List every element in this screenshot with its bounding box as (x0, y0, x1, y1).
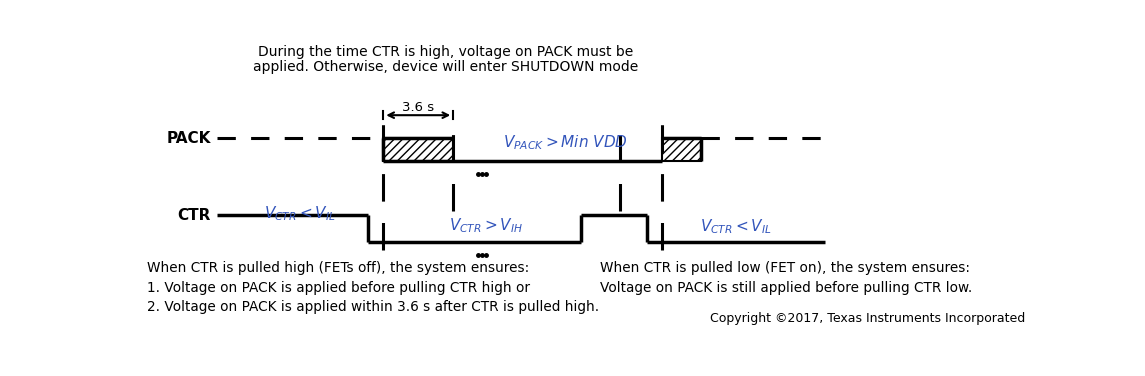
Bar (384, 138, 453, 161)
Text: $V_{CTR} < V_{IL}$: $V_{CTR} < V_{IL}$ (264, 204, 335, 223)
Text: 3.6 s: 3.6 s (402, 101, 434, 114)
Text: PACK: PACK (166, 131, 211, 146)
Text: When CTR is pulled high (FETs off), the system ensures:
1. Voltage on PACK is ap: When CTR is pulled high (FETs off), the … (147, 261, 599, 314)
Text: $V_{PACK} > Min$ $VDD$: $V_{PACK} > Min$ $VDD$ (503, 133, 627, 152)
Text: applied. Otherwise, device will enter SHUTDOWN mode: applied. Otherwise, device will enter SH… (253, 60, 638, 74)
Text: When CTR is pulled low (FET on), the system ensures:
Voltage on PACK is still ap: When CTR is pulled low (FET on), the sys… (600, 261, 972, 295)
Bar (662, 138, 701, 161)
Text: Copyright ©2017, Texas Instruments Incorporated: Copyright ©2017, Texas Instruments Incor… (710, 312, 1025, 325)
Text: $V_{CTR} > V_{IH}$: $V_{CTR} > V_{IH}$ (449, 216, 523, 235)
Text: $V_{CTR} < V_{IL}$: $V_{CTR} < V_{IL}$ (700, 217, 772, 236)
Text: CTR: CTR (177, 208, 211, 223)
Text: During the time CTR is high, voltage on PACK must be: During the time CTR is high, voltage on … (258, 45, 633, 59)
